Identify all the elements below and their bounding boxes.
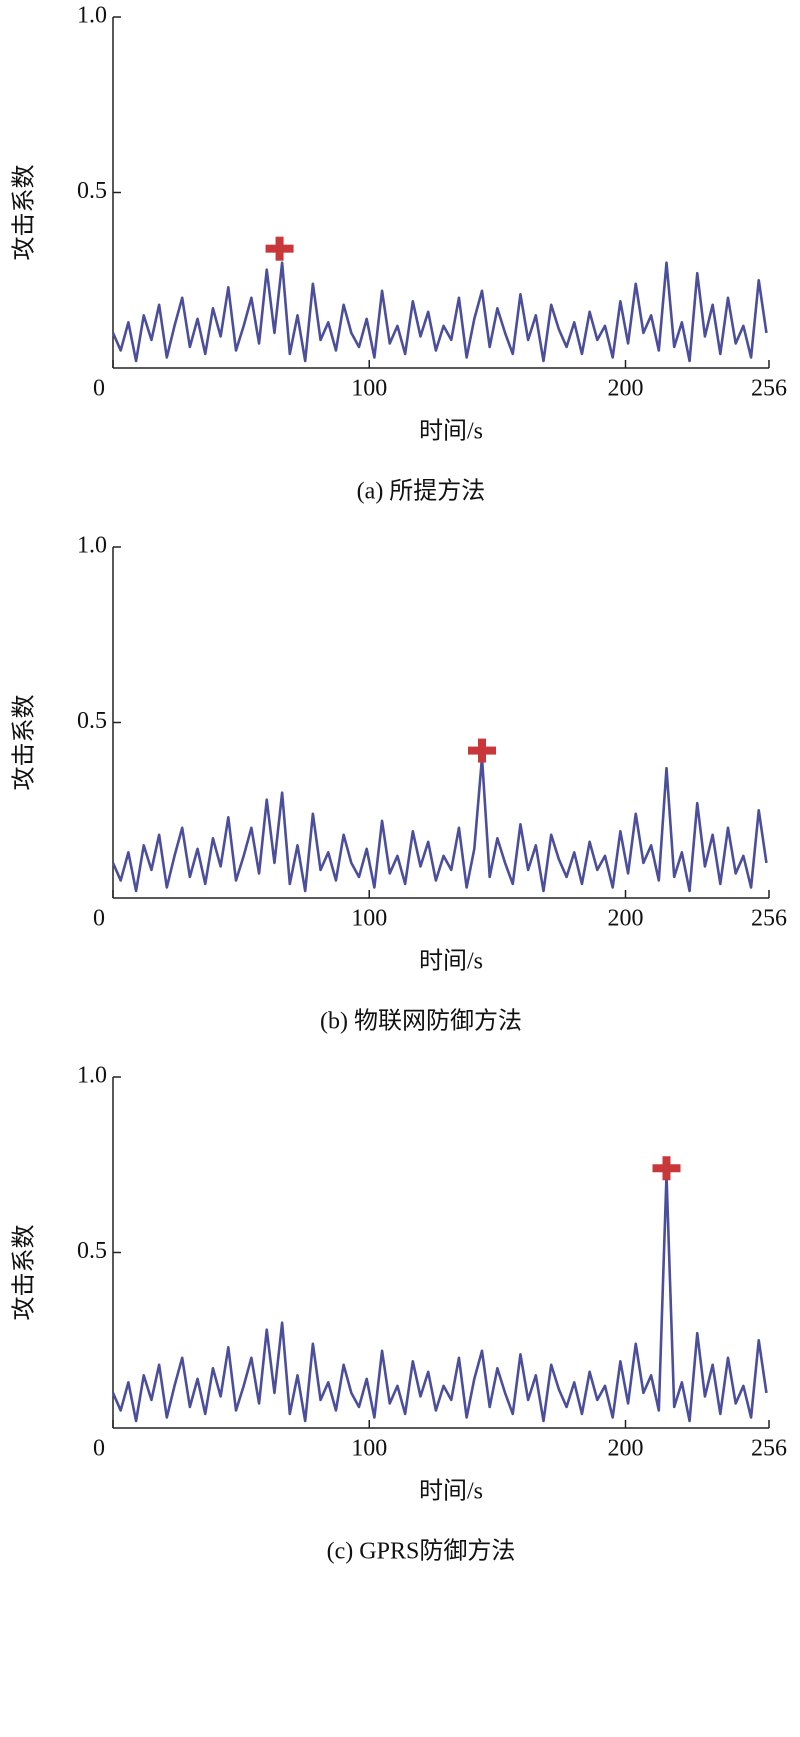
y-tick-label: 0.5 <box>77 178 107 204</box>
peak-marker <box>468 738 496 763</box>
panel: 0.5 1.0 0 100 200 256 时间/s 攻击系数 (a) 所提方法 <box>11 3 788 505</box>
x-tick-label: 0 <box>93 376 105 402</box>
x-tick-label: 256 <box>751 1436 787 1462</box>
y-tick-label: 0.5 <box>77 1238 107 1264</box>
x-axis-label: 时间/s <box>419 1478 483 1505</box>
x-tick-label: 256 <box>751 906 787 932</box>
data-line <box>111 756 768 893</box>
x-tick-label: 0 <box>93 1436 105 1462</box>
y-tick-label: 1.0 <box>77 1063 107 1089</box>
peak-marker <box>265 236 294 261</box>
y-axis-label: 攻击系数 <box>11 695 38 791</box>
y-tick-label: 0.5 <box>77 708 107 734</box>
marker-bar <box>662 1156 671 1181</box>
x-tick-label: 100 <box>351 1436 387 1462</box>
x-tick-label: 200 <box>608 1436 644 1462</box>
data-line <box>111 1173 768 1423</box>
caption: (b) 物联网防御方法 <box>320 1008 522 1035</box>
x-axis-label: 时间/s <box>419 418 483 445</box>
x-tick-label: 100 <box>351 376 387 402</box>
data-line <box>111 261 768 363</box>
y-tick-label: 1.0 <box>77 3 107 29</box>
panel: 0.5 1.0 0 100 200 256 时间/s 攻击系数 (b) 物联网防御方法 <box>11 533 788 1035</box>
x-tick-label: 200 <box>608 376 644 402</box>
caption: (c) GPRS防御方法 <box>327 1538 516 1565</box>
peak-marker <box>652 1156 681 1181</box>
caption: (a) 所提方法 <box>357 478 486 505</box>
marker-bar <box>478 738 486 763</box>
x-tick-label: 100 <box>351 906 387 932</box>
x-tick-label: 0 <box>93 906 105 932</box>
panel: 0.5 1.0 0 100 200 256 时间/s 攻击系数 (c) GPRS防御方法 <box>11 1063 788 1565</box>
x-tick-label: 256 <box>751 376 787 402</box>
y-axis-label: 攻击系数 <box>11 1225 38 1321</box>
marker-bar <box>275 236 284 261</box>
y-tick-label: 1.0 <box>77 533 107 559</box>
x-axis-label: 时间/s <box>419 948 483 975</box>
y-axis-label: 攻击系数 <box>11 165 38 261</box>
x-tick-label: 200 <box>608 906 644 932</box>
